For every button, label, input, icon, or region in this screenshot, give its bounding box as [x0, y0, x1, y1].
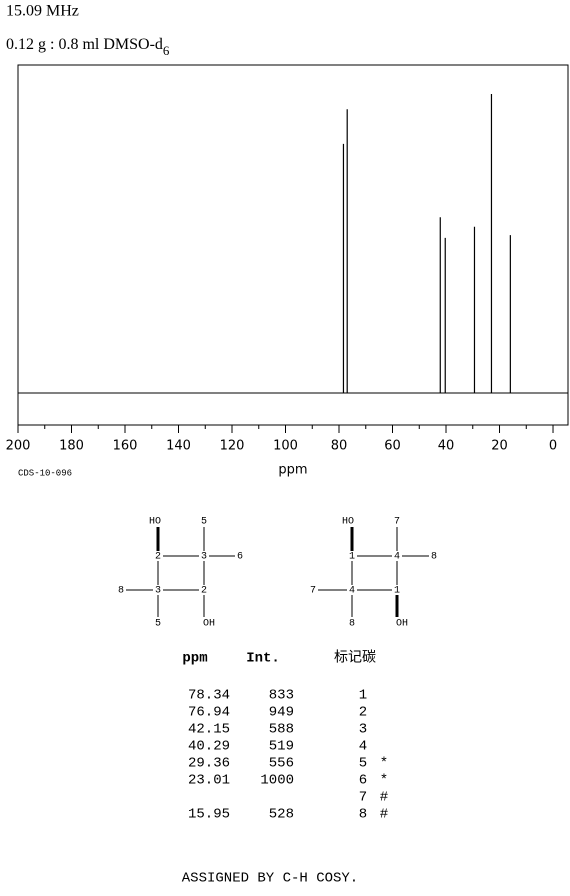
atom-label: OH [203, 619, 215, 630]
table-cell: * [380, 756, 388, 772]
table-cell: 4 [359, 739, 367, 755]
atom-label: 8 [431, 552, 437, 563]
table-header: ppm [182, 651, 207, 667]
x-tick-label: 140 [166, 439, 191, 454]
structures: HO 5 2 3 6 8 3 2 5 OH HO 7 1 4 8 [118, 517, 437, 630]
atom-label: 5 [155, 619, 161, 630]
structure-1: HO 5 2 3 6 8 3 2 5 OH [118, 517, 243, 630]
table-cell: 1000 [260, 773, 294, 789]
spectrum-id: CDS-10-096 [18, 468, 72, 478]
x-tick-label: 180 [59, 439, 84, 454]
table-cell: 949 [269, 705, 294, 721]
table-cell: 42.15 [188, 722, 230, 738]
table-header: Int. [246, 651, 280, 667]
x-tick-label: 100 [273, 439, 298, 454]
x-tick-label: 0 [549, 439, 557, 454]
table-cell: 7 [359, 790, 367, 806]
table-cell: 15.95 [188, 807, 230, 823]
table-cell: 519 [269, 739, 294, 755]
atom-label: 6 [237, 552, 243, 563]
x-tick-label: 80 [331, 439, 348, 454]
table-cell: 3 [359, 722, 367, 738]
x-axis-label: ppm [278, 463, 307, 478]
frequency: 15.09 MHz [6, 3, 79, 20]
table-cell: 78.34 [188, 688, 230, 704]
table-cell: 556 [269, 756, 294, 772]
solvent-text: 0.12 g : 0.8 ml DMSO-d [6, 36, 163, 53]
x-tick-label: 120 [220, 439, 245, 454]
x-tick-label: 20 [491, 439, 508, 454]
atom-label: 2 [201, 586, 207, 597]
x-tick-label: 200 [6, 439, 31, 454]
atom-label: 7 [394, 517, 400, 528]
atom-label: 1 [349, 552, 355, 563]
x-tick-label: 60 [384, 439, 401, 454]
atom-label: 7 [310, 586, 316, 597]
plot-frame [17, 64, 569, 426]
atom-label: 5 [201, 517, 207, 528]
atom-label: 3 [201, 552, 207, 563]
solvent-subscript: 6 [163, 43, 170, 58]
atom-label: OH [396, 619, 408, 630]
table-cell: # [380, 807, 388, 823]
x-tick-label: 160 [113, 439, 138, 454]
table-header: 标记碳 [334, 650, 376, 667]
atom-label: 3 [155, 586, 161, 597]
table-cell: 6 [359, 773, 367, 789]
table-cell: 833 [269, 688, 294, 704]
atom-label: HO [342, 517, 354, 528]
atom-label: 4 [349, 586, 355, 597]
table-cell: 2 [359, 705, 367, 721]
table-cell: 5 [359, 756, 367, 772]
atom-label: 1 [394, 586, 400, 597]
table-cell: 528 [269, 807, 294, 823]
atom-label: 4 [394, 552, 400, 563]
solvent: 0.12 g : 0.8 ml DMSO-d6 [6, 36, 170, 58]
table-cell: 76.94 [188, 705, 230, 721]
table-cell: 40.29 [188, 739, 230, 755]
structure-2: HO 7 1 4 8 7 4 1 8 OH [310, 517, 437, 630]
table-cell: 23.01 [188, 773, 230, 789]
table-cell: * [380, 773, 388, 789]
atom-label: 8 [118, 586, 124, 597]
atom-label: HO [149, 517, 161, 528]
atom-label: 2 [155, 552, 161, 563]
table-cell: 588 [269, 722, 294, 738]
atom-label: 8 [349, 619, 355, 630]
table-cell: 8 [359, 807, 367, 823]
table-cell: # [380, 790, 388, 806]
table-cell: 29.36 [188, 756, 230, 772]
table-cell: 1 [359, 688, 367, 704]
x-tick-label: 40 [438, 439, 455, 454]
footer: ASSIGNED BY C-H COSY. [182, 871, 358, 887]
